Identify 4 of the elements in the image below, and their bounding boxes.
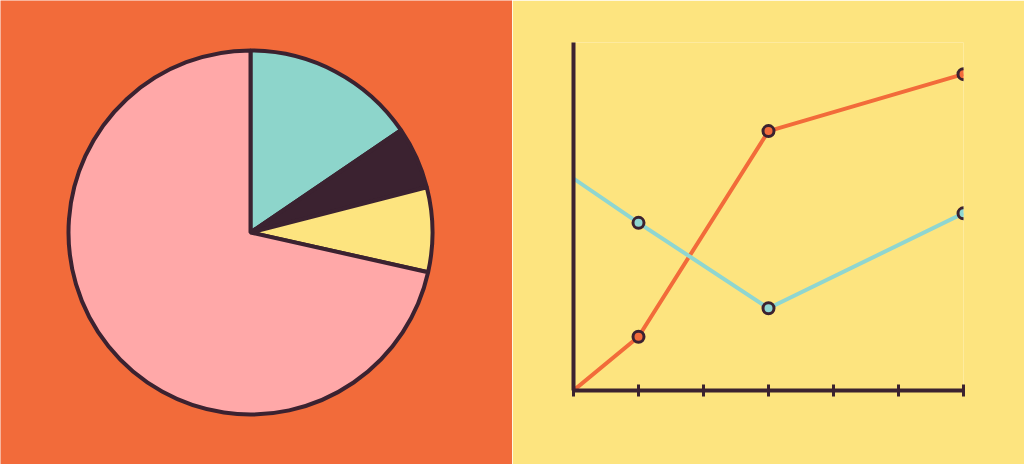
point	[631, 215, 646, 230]
point	[631, 329, 646, 344]
point	[761, 124, 776, 139]
point	[761, 301, 776, 316]
